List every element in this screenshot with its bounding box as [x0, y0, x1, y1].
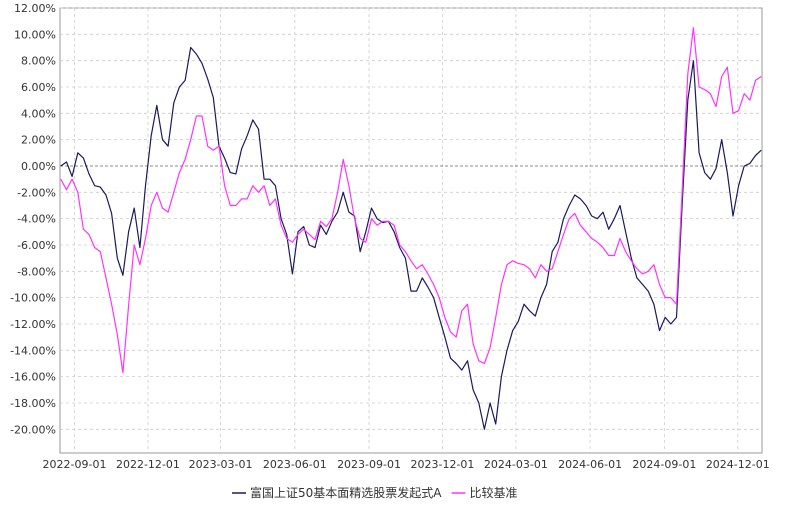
y-tick-label: -4.00% — [17, 213, 56, 226]
x-tick-label: 2022-12-01 — [116, 458, 180, 471]
x-tick-label: 2024-06-01 — [558, 458, 622, 471]
series-line-0 — [60, 46, 762, 430]
series-group — [60, 27, 762, 430]
y-tick-label: 8.00% — [21, 55, 56, 68]
x-tick-label: 2024-03-01 — [484, 458, 548, 471]
y-tick-label: -6.00% — [17, 239, 56, 252]
y-tick-label: -2.00% — [17, 186, 56, 199]
x-tick-label: 2023-09-01 — [337, 458, 401, 471]
y-tick-label: -18.00% — [10, 397, 56, 410]
y-tick-label: 12.00% — [14, 2, 56, 15]
legend: 富国上证50基本面精选股票发起式A 比较基准 — [232, 485, 518, 500]
x-tick-label: 2023-12-01 — [411, 458, 475, 471]
y-tick-label: 2.00% — [21, 134, 56, 147]
x-tick-label: 2024-09-01 — [632, 458, 696, 471]
x-tick-label: 2023-03-01 — [189, 458, 253, 471]
y-tick-label: -12.00% — [10, 318, 56, 331]
gridlines — [60, 7, 762, 453]
y-tick-label: -20.00% — [10, 423, 56, 436]
y-tick-label: -8.00% — [17, 265, 56, 278]
y-tick-label: 10.00% — [14, 28, 56, 41]
x-tick-label: 2024-12-01 — [706, 458, 770, 471]
y-tick-label: -16.00% — [10, 371, 56, 384]
plot-area — [59, 7, 763, 454]
y-axis: 12.00% 10.00% 8.00% 6.00% 4.00% 2.00% 0.00% -2.… — [10, 2, 56, 436]
y-tick-label: -14.00% — [10, 344, 56, 357]
y-tick-label: 6.00% — [21, 81, 56, 94]
legend-label-1: 比较基准 — [469, 485, 517, 500]
y-tick-label: 0.00% — [21, 160, 56, 173]
legend-label-0: 富国上证50基本面精选股票发起式A — [250, 485, 442, 500]
x-tick-label: 2023-06-01 — [263, 458, 327, 471]
series-line-1 — [60, 27, 762, 374]
y-tick-label: -10.00% — [10, 292, 56, 305]
x-tick-label: 2022-09-01 — [43, 458, 107, 471]
y-tick-label: 4.00% — [21, 107, 56, 120]
x-axis: 2022-09-01 2022-12-01 2023-03-01 2023-06-01… — [43, 458, 770, 471]
